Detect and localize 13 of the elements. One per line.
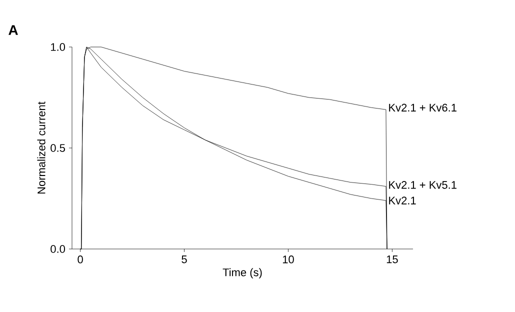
y-tick-label: 1.0 bbox=[51, 43, 66, 51]
series-label: Kv2.1 + Kv6.1 bbox=[389, 104, 456, 112]
series-label: Kv2.1 bbox=[389, 196, 416, 204]
text: A bbox=[8, 25, 18, 35]
x-axis-title: Time (s) bbox=[222, 268, 262, 278]
x-tick-label: 10 bbox=[282, 256, 294, 264]
x-tick-label: 0 bbox=[78, 256, 83, 264]
y-tick-label: 0.0 bbox=[50, 245, 66, 253]
y-axis-title: Normalized current bbox=[37, 102, 46, 194]
x-tick-label: 15 bbox=[386, 256, 398, 264]
x-tick-label: 5 bbox=[182, 256, 187, 264]
series-label: Kv2.1 + Kv5.1 bbox=[389, 181, 456, 189]
y-tick-label: 0.5 bbox=[50, 144, 65, 152]
